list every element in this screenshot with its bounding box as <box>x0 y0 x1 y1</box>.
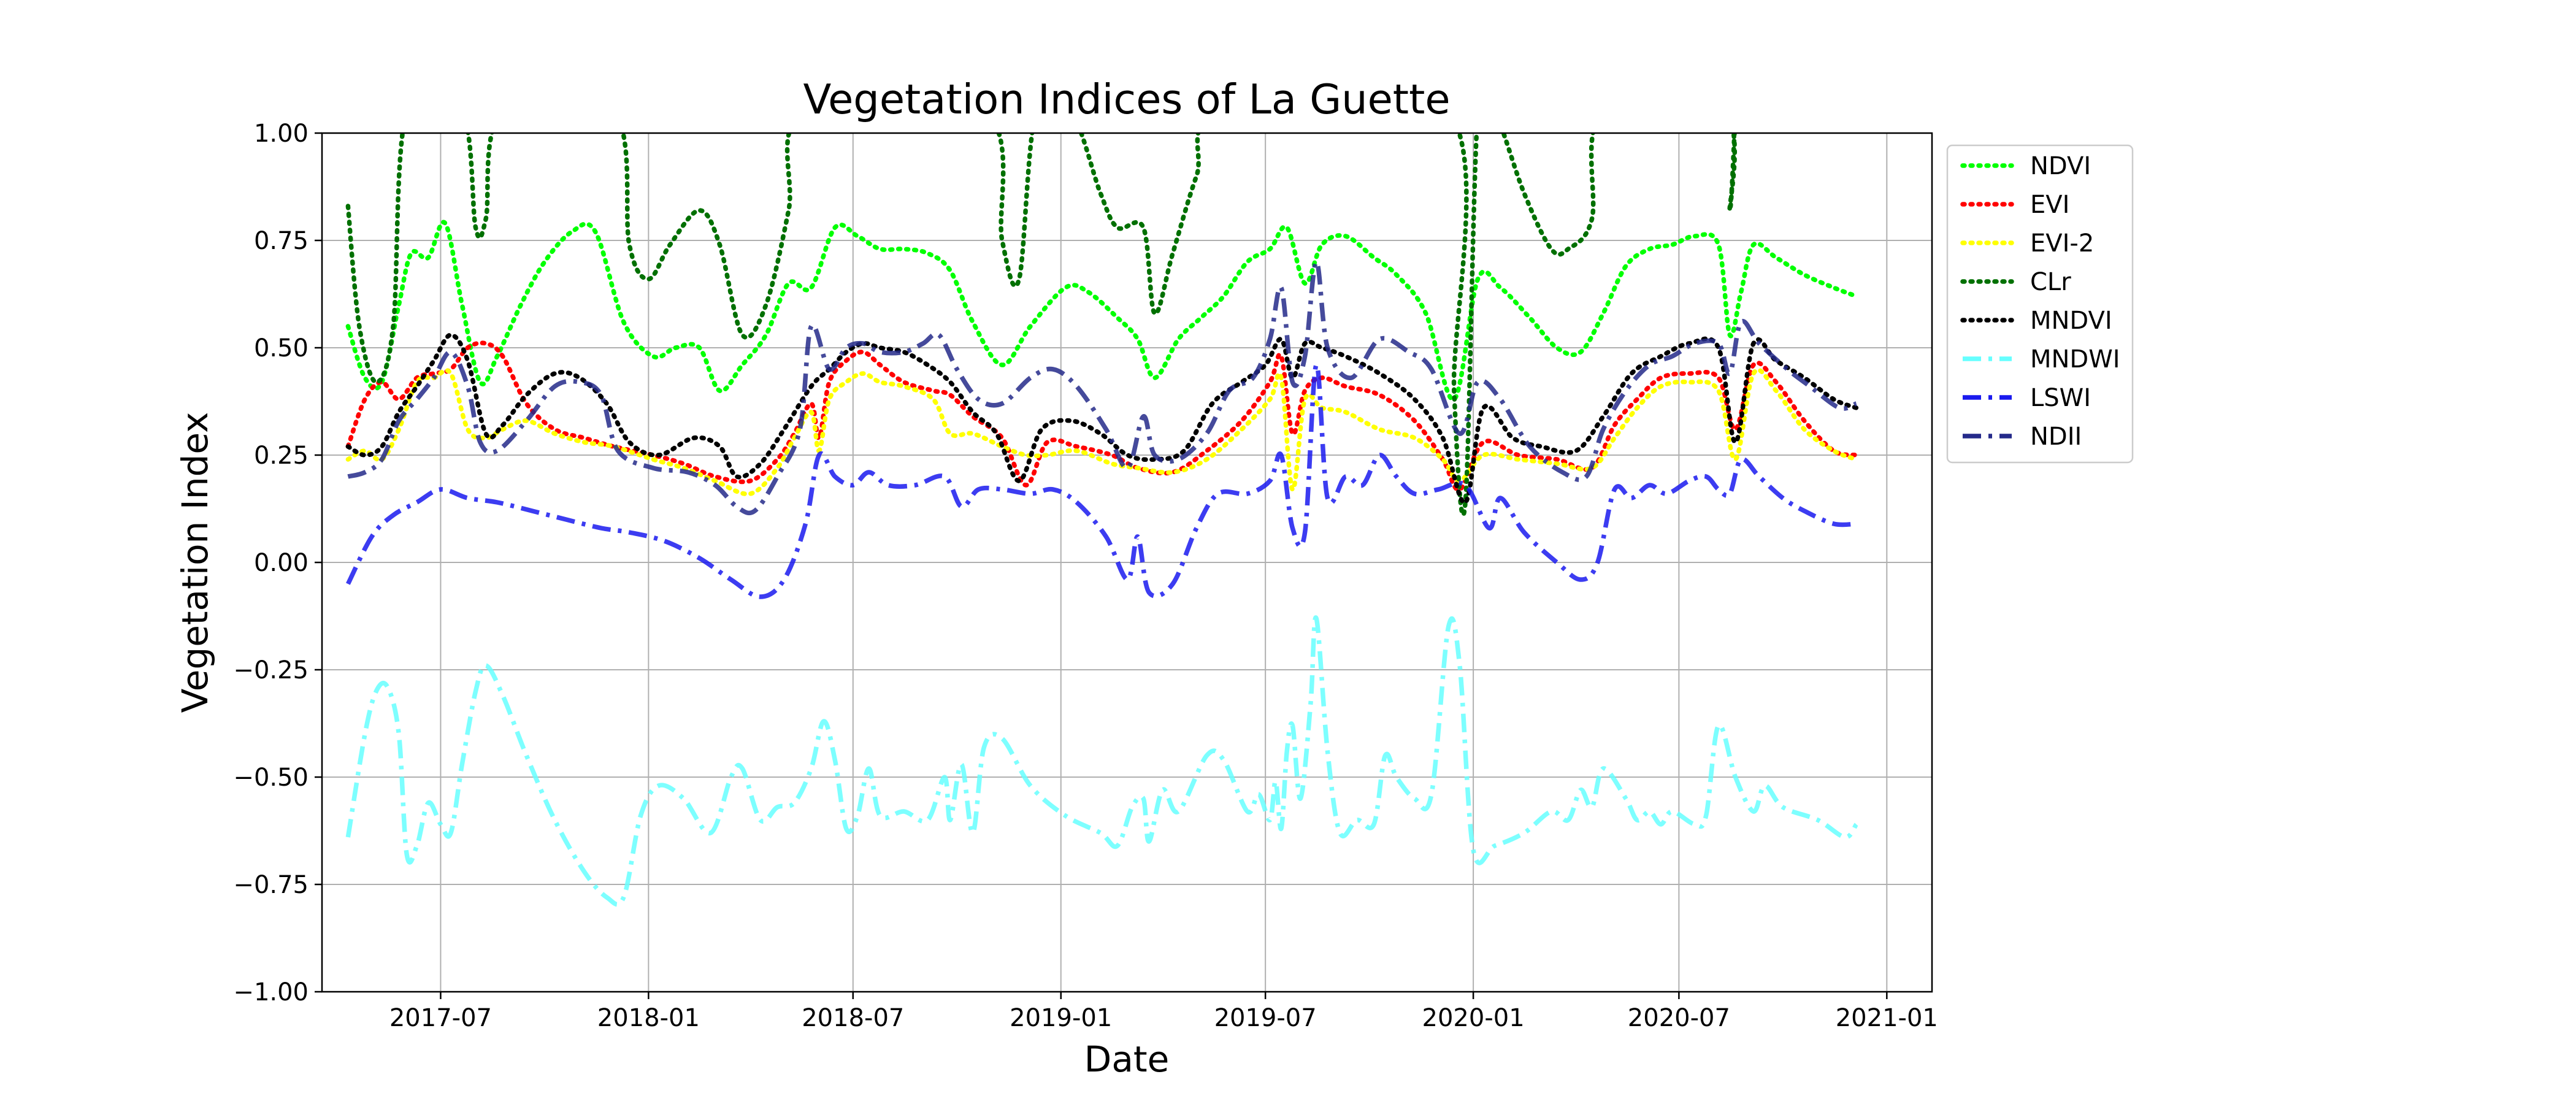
y-tick-label: −0.75 <box>233 871 309 899</box>
y-tick-label: 0.00 <box>254 549 309 577</box>
y-axis-label: Vegetation Index <box>174 412 216 713</box>
legend-label-evi: EVI <box>2030 191 2069 219</box>
legend-label-ndii: NDII <box>2030 423 2082 451</box>
x-tick-label: 2017-07 <box>389 1004 492 1032</box>
x-tick-label: 2021-01 <box>1836 1004 1938 1032</box>
x-tick-label: 2018-07 <box>802 1004 904 1032</box>
legend-label-mndvi: MNDVI <box>2030 307 2112 335</box>
y-tick-label: 1.00 <box>254 120 309 148</box>
legend-label-clr: CLr <box>2030 268 2071 296</box>
x-tick-label: 2019-07 <box>1214 1004 1317 1032</box>
series-line-clr <box>345 133 1737 517</box>
series-line-ndii <box>347 259 1858 516</box>
y-axis-ticks: 1.00 0.75 0.50 0.25 0.00 −0.25 −0.50 −0.75 −1.00 <box>233 120 322 1006</box>
series-line-mndvi <box>345 332 1859 505</box>
x-axis-ticks: 2017-07 2018-01 2018-07 2019-01 2019-07 2020-… <box>389 992 1938 1032</box>
legend: NDVI EVI EVI-2 CLr MNDVI MNDWI LSWI NDII <box>1946 144 2134 464</box>
y-tick-label: −1.00 <box>233 978 309 1006</box>
x-tick-label: 2020-07 <box>1628 1004 1730 1032</box>
series-line-evi-2 <box>345 367 1859 497</box>
y-tick-label: 0.50 <box>254 334 309 362</box>
legend-label-mndwi: MNDWI <box>2030 345 2120 374</box>
x-tick-label: 2018-01 <box>597 1004 700 1032</box>
x-tick-label: 2020-01 <box>1422 1004 1525 1032</box>
series-line-evi <box>345 340 1859 492</box>
legend-label-lswi: LSWI <box>2030 384 2091 412</box>
chart-title: Vegetation Indices of La Guette <box>803 75 1450 123</box>
y-tick-label: −0.50 <box>233 764 309 792</box>
y-tick-label: −0.25 <box>233 656 309 684</box>
legend-box <box>1946 144 2134 464</box>
series-line-lswi <box>346 362 1857 599</box>
series-line-mndwi <box>345 615 1858 907</box>
legend-label-ndvi: NDVI <box>2030 152 2091 180</box>
x-tick-label: 2019-01 <box>1010 1004 1112 1032</box>
y-tick-label: 0.25 <box>254 442 309 470</box>
legend-label-evi-2: EVI-2 <box>2030 229 2094 258</box>
x-axis-label: Date <box>1084 1038 1170 1080</box>
y-tick-label: 0.75 <box>254 227 309 255</box>
grid <box>322 132 1932 992</box>
plot-lines <box>345 133 1859 907</box>
series-line-ndvi <box>345 220 1859 402</box>
